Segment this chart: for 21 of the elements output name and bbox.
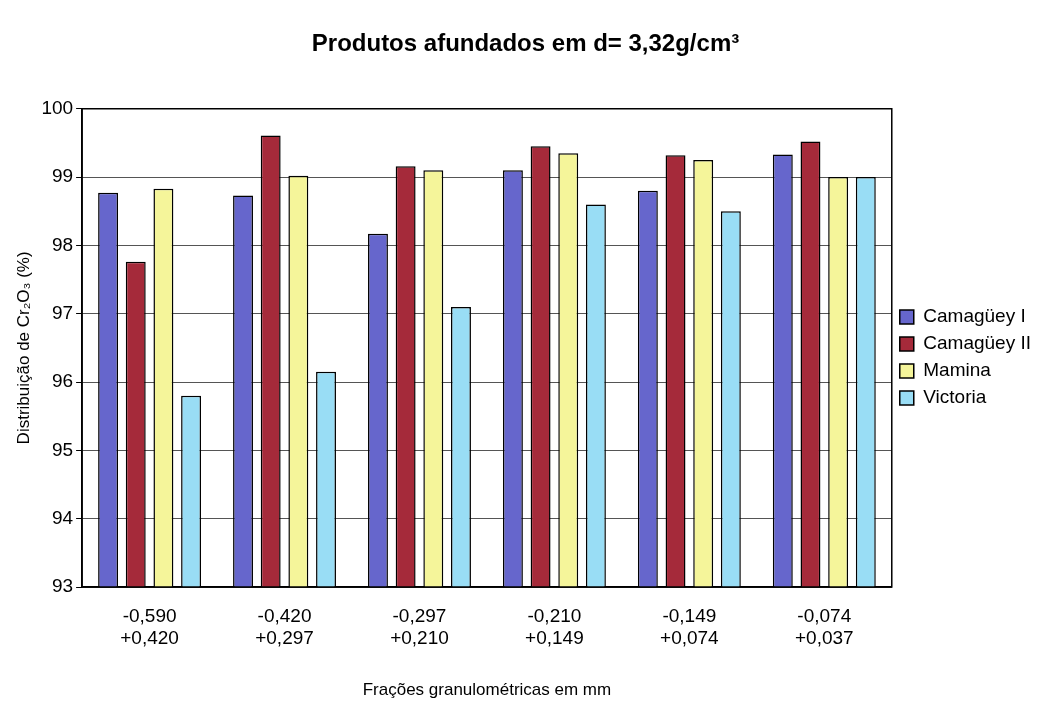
chart-title: Produtos afundados em d= 3,32g/cm³: [311, 29, 740, 57]
x-tick-label: -0,210 +0,149: [525, 604, 584, 649]
x-tick-label: -0,420 +0,297: [255, 604, 314, 649]
x-axis-title: Frações granulométricas em mm: [362, 680, 612, 700]
legend-label: Victoria: [923, 386, 987, 408]
x-tick-label: -0,149 +0,074: [660, 604, 720, 649]
x-tick-label: -0,297 +0,210: [390, 604, 449, 649]
x-tick-label: -0,590 +0,420: [120, 604, 179, 649]
y-tick-label: 98: [51, 233, 74, 255]
y-tick-label: 97: [51, 301, 74, 323]
y-tick-label: 96: [51, 370, 74, 392]
legend-label: Camagüey II: [923, 332, 1032, 354]
y-tick-label: 100: [41, 97, 74, 119]
y-axis-title: Distribuição de Cr₂O₃ (%): [13, 251, 33, 445]
legend-label: Camagüey I: [923, 305, 1026, 327]
y-tick-label: 95: [51, 438, 74, 460]
legend-label: Mamina: [923, 359, 992, 381]
y-tick-label: 93: [51, 575, 74, 597]
y-tick-label: 94: [51, 506, 74, 528]
y-tick-label: 99: [51, 165, 74, 187]
x-tick-label: -0,074 +0,037: [794, 604, 854, 649]
